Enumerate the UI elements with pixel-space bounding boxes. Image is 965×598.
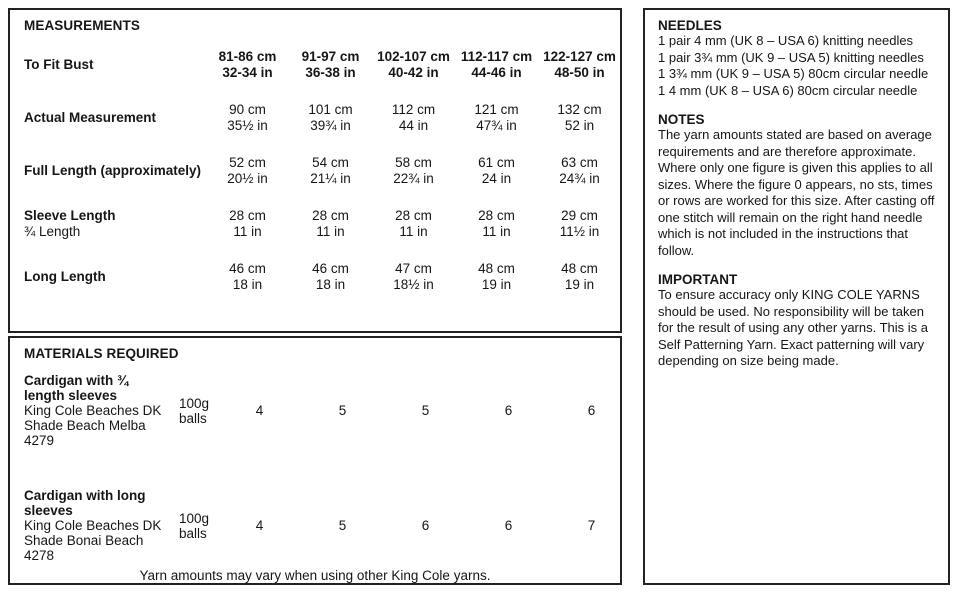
value-cell: 46 cm 18 in	[229, 261, 266, 292]
value-cell: 28 cm 11 in	[395, 208, 432, 239]
value-cell: 90 cm 35½ in	[227, 102, 268, 133]
material-row-three-quarter-sleeve-cardigan: Cardigan with ¾ length sleeves King Cole…	[10, 373, 620, 448]
table-row-long-length: Long Length 46 cm 18 in 46 cm 18 in 47 cm 1…	[10, 261, 620, 293]
ball-count: 4	[255, 518, 264, 533]
value-cell: 52 cm 20½ in	[227, 155, 268, 186]
size-cell: 91-97 cm 36-38 in	[301, 49, 360, 80]
yarn-disclaimer: Yarn amounts may vary when using other K…	[139, 568, 491, 583]
needles-list: 1 pair 4 mm (UK 8 – USA 6) knitting need…	[658, 33, 938, 99]
measurements-panel: MEASUREMENTS To Fit Bust 81-86 cm 32-34 i…	[8, 8, 622, 333]
value-cell: 28 cm 11 in	[229, 208, 266, 239]
ball-count: 6	[504, 403, 513, 418]
row-label: Full Length (approximately)	[24, 163, 202, 178]
unit-label: 100g balls	[179, 395, 210, 426]
measurements-table: To Fit Bust 81-86 cm 32-34 in 91-97 cm 36-…	[10, 49, 620, 293]
ball-count: 5	[421, 403, 430, 418]
value-cell: 121 cm 47¾ in	[474, 102, 519, 133]
size-cell: 102-107 cm 40-42 in	[377, 49, 450, 80]
row-label: To Fit Bust	[24, 57, 94, 72]
ball-count: 6	[587, 403, 596, 418]
value-cell: 63 cm 24¾ in	[559, 155, 600, 186]
table-row-actual-measurement: Actual Measurement 90 cm 35½ in 101 cm 39¾…	[10, 102, 620, 134]
value-cell: 101 cm 39¾ in	[308, 102, 353, 133]
material-row-long-sleeve-cardigan: Cardigan with long sleeves King Cole Bea…	[10, 488, 620, 563]
size-cell: 122-127 cm 48-50 in	[543, 49, 616, 80]
yarn-description: Cardigan with ¾ length sleeves King Cole…	[24, 373, 162, 448]
value-cell: 132 cm 52 in	[557, 102, 602, 133]
table-row-full-length: Full Length (approximately) 52 cm 20½ in …	[10, 155, 620, 187]
value-cell: 28 cm 11 in	[478, 208, 515, 239]
value-cell: 29 cm 11½ in	[559, 208, 600, 239]
measurements-title: MEASUREMENTS	[24, 18, 140, 33]
needles-title: NEEDLES	[658, 18, 722, 33]
important-title: IMPORTANT	[658, 272, 738, 287]
ball-count: 7	[587, 518, 596, 533]
row-label: Sleeve Length ¾ Length	[24, 208, 116, 239]
notes-section: NOTES The yarn amounts stated are based …	[658, 112, 938, 259]
info-panel: NEEDLES 1 pair 4 mm (UK 8 – USA 6) knitt…	[643, 8, 950, 585]
value-cell: 48 cm 19 in	[478, 261, 515, 292]
ball-count: 5	[338, 403, 347, 418]
needle-item: 1 pair 3¾ mm (UK 9 – USA 5) knitting nee…	[658, 49, 924, 65]
ball-count: 5	[338, 518, 347, 533]
important-section: IMPORTANT To ensure accuracy only KING C…	[658, 272, 938, 370]
important-body: To ensure accuracy only KING COLE YARNS …	[658, 287, 929, 368]
value-cell: 28 cm 11 in	[312, 208, 349, 239]
materials-title: MATERIALS REQUIRED	[24, 346, 179, 361]
table-row-sleeve-length: Sleeve Length ¾ Length 28 cm 11 in 28 cm 1…	[10, 208, 620, 240]
needle-item: 1 pair 4 mm (UK 8 – USA 6) knitting need…	[658, 33, 914, 48]
value-cell: 58 cm 22¾ in	[393, 155, 434, 186]
value-cell: 61 cm 24 in	[478, 155, 515, 186]
row-label: Long Length	[24, 269, 106, 284]
materials-panel: MATERIALS REQUIRED Cardigan with ¾ lengt…	[8, 336, 622, 585]
notes-title: NOTES	[658, 112, 705, 127]
size-cell: 81-86 cm 32-34 in	[218, 49, 277, 80]
row-label: Actual Measurement	[24, 110, 157, 125]
value-cell: 112 cm 44 in	[391, 102, 436, 133]
needle-item: 1 3¾ mm (UK 9 – USA 5) 80cm circular nee…	[658, 66, 929, 81]
unit-label: 100g balls	[179, 510, 210, 541]
table-row-to-fit-bust: To Fit Bust 81-86 cm 32-34 in 91-97 cm 36-…	[10, 49, 620, 81]
size-cell: 112-117 cm 44-46 in	[460, 49, 533, 80]
notes-body: The yarn amounts stated are based on ave…	[658, 127, 935, 258]
needle-item: 1 4 mm (UK 8 – USA 6) 80cm circular need…	[658, 82, 918, 98]
value-cell: 54 cm 21¼ in	[310, 155, 351, 186]
ball-count: 6	[504, 518, 513, 533]
value-cell: 48 cm 19 in	[561, 261, 598, 292]
value-cell: 47 cm 18½ in	[393, 261, 434, 292]
value-cell: 46 cm 18 in	[312, 261, 349, 292]
yarn-description: Cardigan with long sleeves King Cole Bea…	[24, 488, 162, 563]
ball-count: 6	[421, 518, 430, 533]
ball-count: 4	[255, 403, 264, 418]
